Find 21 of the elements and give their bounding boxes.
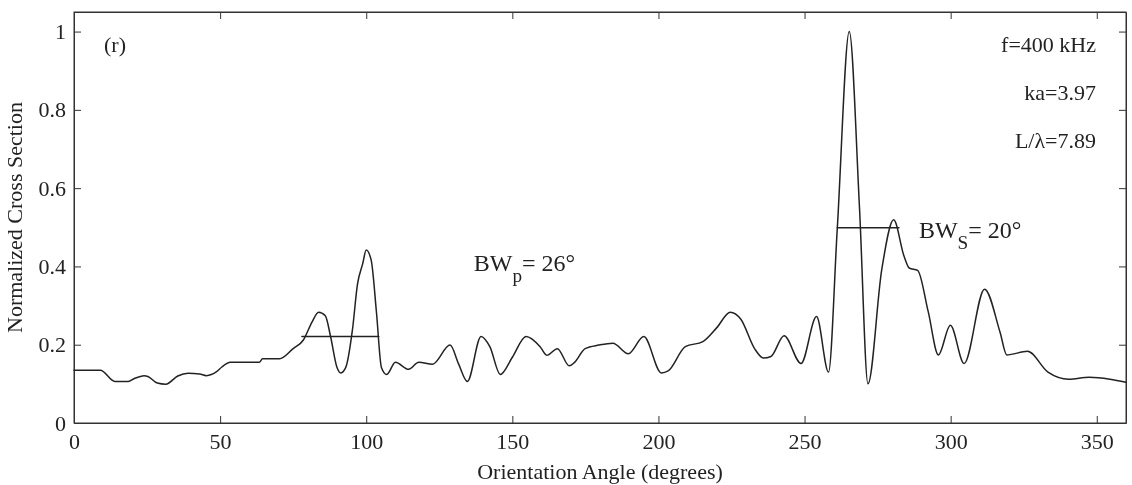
x-tick-label: 250 [788,428,822,454]
y-axis-title: Normalized Cross Section [2,102,27,333]
annotation: ka=3.97 [1024,80,1096,105]
annotation: BW$_{S}$= 20° [918,216,1022,253]
y-tick-label: 0.6 [38,175,66,201]
y-tick-label: 1 [55,19,66,45]
x-tick-label: 100 [350,428,384,454]
annotation: (r) [104,32,126,57]
y-tick-label: 0.2 [38,332,66,358]
x-tick-label: 300 [934,428,968,454]
x-tick-label: 150 [496,428,530,454]
x-tick-label: 50 [209,428,232,454]
x-tick-label: 350 [1080,428,1114,454]
annotation: BW$_{p}$= 26° [473,250,576,286]
x-axis-title: Orientation Angle (degrees) [477,459,723,484]
y-tick-label: 0 [55,410,66,436]
x-tick-label: 200 [642,428,676,454]
y-tick-label: 0.4 [38,253,66,279]
annotation: f=400 kHz [1001,32,1097,57]
y-tick-label: 0.8 [38,97,66,123]
annotation: L/λ=7.89 [1014,128,1096,153]
